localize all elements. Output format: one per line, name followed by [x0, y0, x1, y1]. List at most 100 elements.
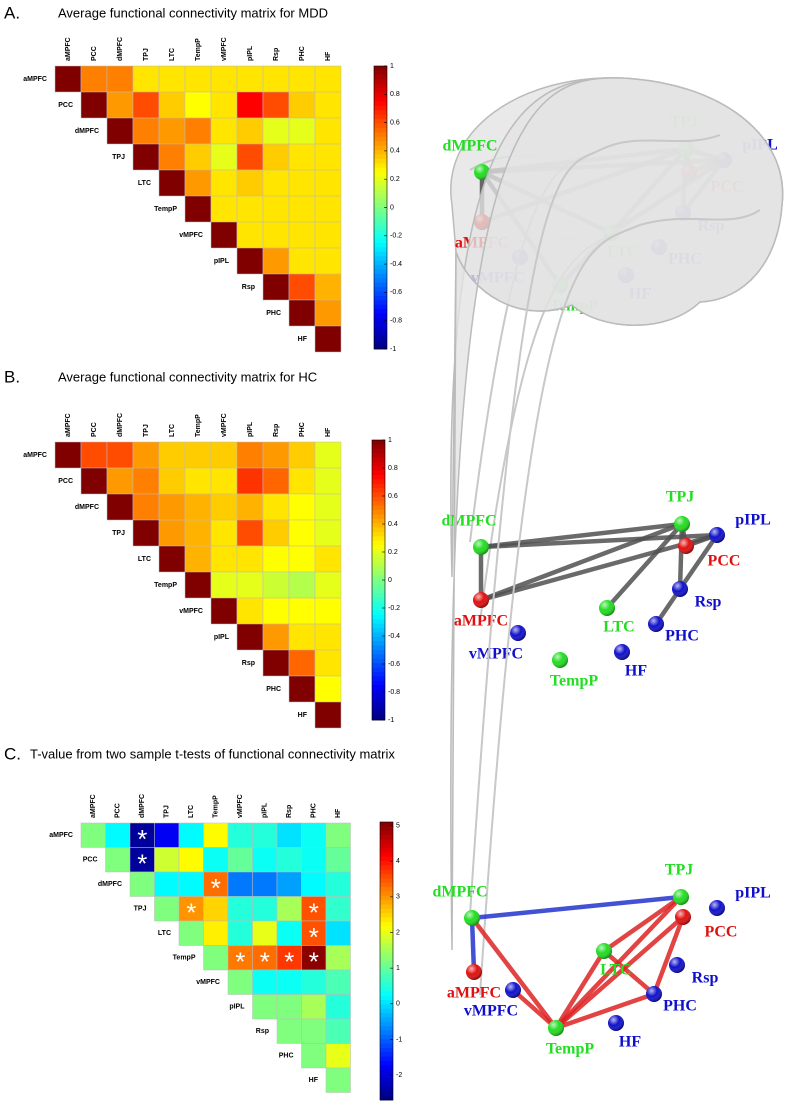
colorbar-segment — [374, 216, 387, 222]
column-label: PCC — [91, 422, 98, 437]
colorbar-segment — [374, 304, 387, 310]
heatmap-cell — [262, 247, 290, 275]
colorbar-segment — [374, 167, 387, 173]
colorbar-segment — [372, 553, 385, 559]
heatmap-cell — [178, 847, 204, 873]
heatmap-cell — [54, 441, 82, 469]
row-label: PHC — [266, 310, 281, 317]
significance-marker: * — [309, 947, 319, 977]
row-label: dMPFC — [75, 128, 99, 135]
heatmap-cell — [184, 519, 212, 547]
colorbar-segment — [380, 969, 393, 975]
colorbar-segment — [374, 145, 387, 151]
network-edge — [677, 523, 685, 590]
brain-outline — [450, 77, 784, 951]
node-shade — [669, 957, 685, 973]
colorbar-segment — [372, 650, 385, 655]
colorbar-segment — [380, 913, 393, 918]
heatmap-cell — [236, 597, 264, 625]
column-label: LTC — [188, 805, 195, 818]
heatmap-cell — [325, 822, 351, 848]
colorbar-segment — [372, 510, 385, 515]
colorbar-tick-label: -0.2 — [388, 605, 400, 612]
colorbar-segment — [374, 291, 387, 297]
column-label: aMPFC — [90, 794, 97, 818]
heatmap-cell — [325, 871, 351, 897]
colorbar-segment — [374, 269, 387, 275]
colorbar-tick-label: -1 — [396, 1036, 402, 1043]
column-label: PCC — [91, 46, 98, 61]
colorbar-tick-label: 0 — [390, 204, 394, 211]
heatmap-cell — [301, 1018, 327, 1044]
heatmap-cell — [236, 117, 264, 145]
colorbar-segment — [372, 571, 385, 577]
colorbar-segment — [374, 260, 387, 266]
colorbar-segment — [372, 667, 385, 673]
heatmap-cell — [236, 247, 264, 275]
heatmap-cell — [262, 493, 290, 521]
significance-marker: * — [186, 898, 196, 928]
panel-title: T-value from two sample t-tests of funct… — [30, 746, 395, 761]
heatmap-cell — [184, 493, 212, 521]
heatmap-cell — [54, 65, 82, 93]
colorbar-segment — [380, 974, 393, 979]
colorbar-segment — [380, 1017, 393, 1023]
heatmap-cell — [288, 571, 316, 599]
column-label: PHC — [311, 803, 318, 818]
colorbar-tick-label: 0 — [388, 577, 392, 584]
heatmap-cell — [227, 969, 253, 995]
colorbar-segment — [372, 540, 385, 546]
colorbar-segment — [374, 119, 387, 124]
colorbar-segment — [380, 982, 393, 988]
colorbar-segment — [372, 658, 385, 664]
colorbar-segment — [374, 158, 387, 164]
significance-marker: * — [211, 873, 221, 903]
column-label: TempP — [213, 795, 220, 818]
heatmap-cell — [301, 1043, 327, 1069]
heatmap-cell — [314, 467, 342, 495]
colorbar-segment — [374, 114, 387, 120]
colorbar-segment — [374, 194, 387, 200]
heatmap-cell — [158, 169, 186, 197]
node-shade — [614, 644, 630, 660]
colorbar-segment — [380, 934, 393, 940]
node-shade — [675, 909, 691, 925]
heatmap-cell — [288, 143, 316, 171]
row-label: PHC — [266, 686, 281, 693]
network-edge — [480, 532, 718, 550]
row-label: PCC — [83, 857, 98, 864]
row-label: aMPFC — [23, 76, 47, 83]
heatmap-cell — [106, 441, 134, 469]
colorbar-segment — [380, 956, 393, 962]
column-label: vMPFC — [221, 413, 228, 437]
heatmap-cell — [158, 493, 186, 521]
colorbar-tick-label: 0.6 — [390, 119, 400, 126]
heatmap-cell — [314, 623, 342, 651]
colorbar-segment — [380, 856, 393, 862]
colorbar-segment — [372, 444, 385, 450]
colorbar-segment — [374, 110, 387, 116]
colorbar-segment — [372, 470, 385, 476]
heatmap-cell — [80, 91, 108, 119]
heatmap-cell — [236, 221, 264, 249]
colorbar-tick-label: -0.4 — [388, 633, 400, 640]
column-label: LTC — [169, 424, 176, 437]
heatmap-cell — [262, 91, 290, 119]
colorbar-segment — [372, 636, 385, 642]
colorbar-segment — [372, 566, 385, 572]
colorbar-segment — [380, 895, 393, 901]
significance-marker: * — [137, 849, 147, 879]
heatmap-cell — [262, 545, 290, 573]
colorbar-segment — [372, 702, 385, 708]
colorbar-segment — [374, 234, 387, 239]
column-label: pIPL — [247, 45, 254, 61]
heatmap-cell — [236, 195, 264, 223]
colorbar-segment — [372, 654, 385, 660]
heatmap-cell — [236, 143, 264, 171]
heatmap-cell — [203, 920, 229, 946]
node-shade — [505, 982, 521, 998]
heatmap-cell — [132, 91, 160, 119]
heatmap-cell — [203, 847, 229, 873]
heatmap-cell — [314, 91, 342, 119]
heatmap-cell — [106, 493, 134, 521]
